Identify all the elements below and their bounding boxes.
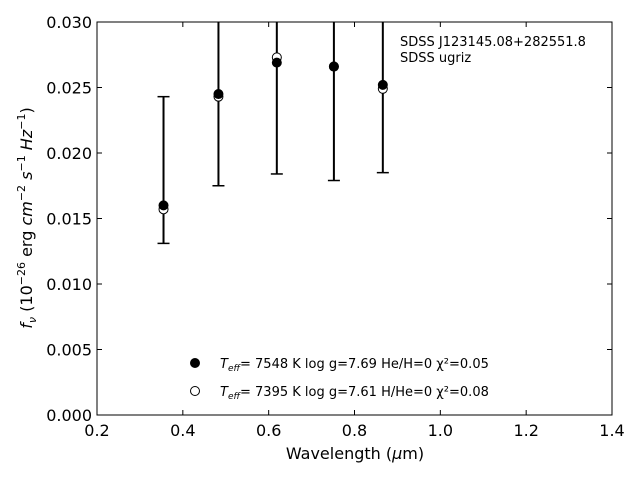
- errorbar-group: [157, 22, 389, 245]
- model-point-filled: [377, 79, 388, 90]
- y-tick-label: 0.010: [46, 275, 92, 294]
- legend-label-1: Teff= 7548 K log g=7.69 He/H=0 χ²=0.05: [220, 357, 489, 374]
- y-axis-title: fν (10−26 erg cm−2 s−1 Hz−1): [15, 107, 39, 328]
- y-tick-label: 0.030: [46, 13, 92, 32]
- x-tick-label: 1.0: [428, 421, 453, 440]
- x-tick-label: 0.6: [256, 421, 281, 440]
- legend-label-2: Teff= 7395 K log g=7.61 H/He=0 χ²=0.08: [220, 385, 489, 402]
- y-tick-label: 0.005: [46, 341, 92, 360]
- y-tick-label: 0.000: [46, 406, 92, 425]
- legend-text-1: 7548 K log g=7.69 He/H=0 χ²=0.05: [255, 357, 489, 372]
- legend: Teff= 7548 K log g=7.69 He/H=0 χ²=0.05 T…: [190, 357, 489, 402]
- legend-marker-filled: [190, 358, 200, 368]
- y-tick-label: 0.020: [46, 144, 92, 163]
- model-point-filled: [158, 200, 169, 211]
- object-name-annotation: SDSS J123145.08+282551.8: [400, 35, 586, 50]
- y-tick-label: 0.015: [46, 210, 92, 229]
- x-tick-label: 0.4: [170, 421, 195, 440]
- x-tick-label: 1.4: [599, 421, 624, 440]
- tick-group: 0.2 0.4 0.6 0.8 1.0 1.2 1.4 0.000 0.005 0.010 0.01…: [46, 13, 625, 440]
- legend-marker-open: [190, 386, 200, 396]
- y-tick-label: 0.025: [46, 79, 92, 98]
- model-point-filled: [328, 61, 339, 72]
- filter-system-annotation: SDSS ugriz: [400, 51, 471, 66]
- point-group: [158, 52, 388, 215]
- x-tick-label: 0.2: [84, 421, 109, 440]
- x-tick-label: 0.8: [342, 421, 367, 440]
- x-tick-label: 1.2: [513, 421, 538, 440]
- legend-text-2: 7395 K log g=7.61 H/He=0 χ²=0.08: [255, 385, 489, 400]
- model-point-filled: [271, 57, 282, 68]
- model-point-filled: [213, 89, 224, 100]
- x-axis-title: Wavelength (μm): [286, 444, 424, 463]
